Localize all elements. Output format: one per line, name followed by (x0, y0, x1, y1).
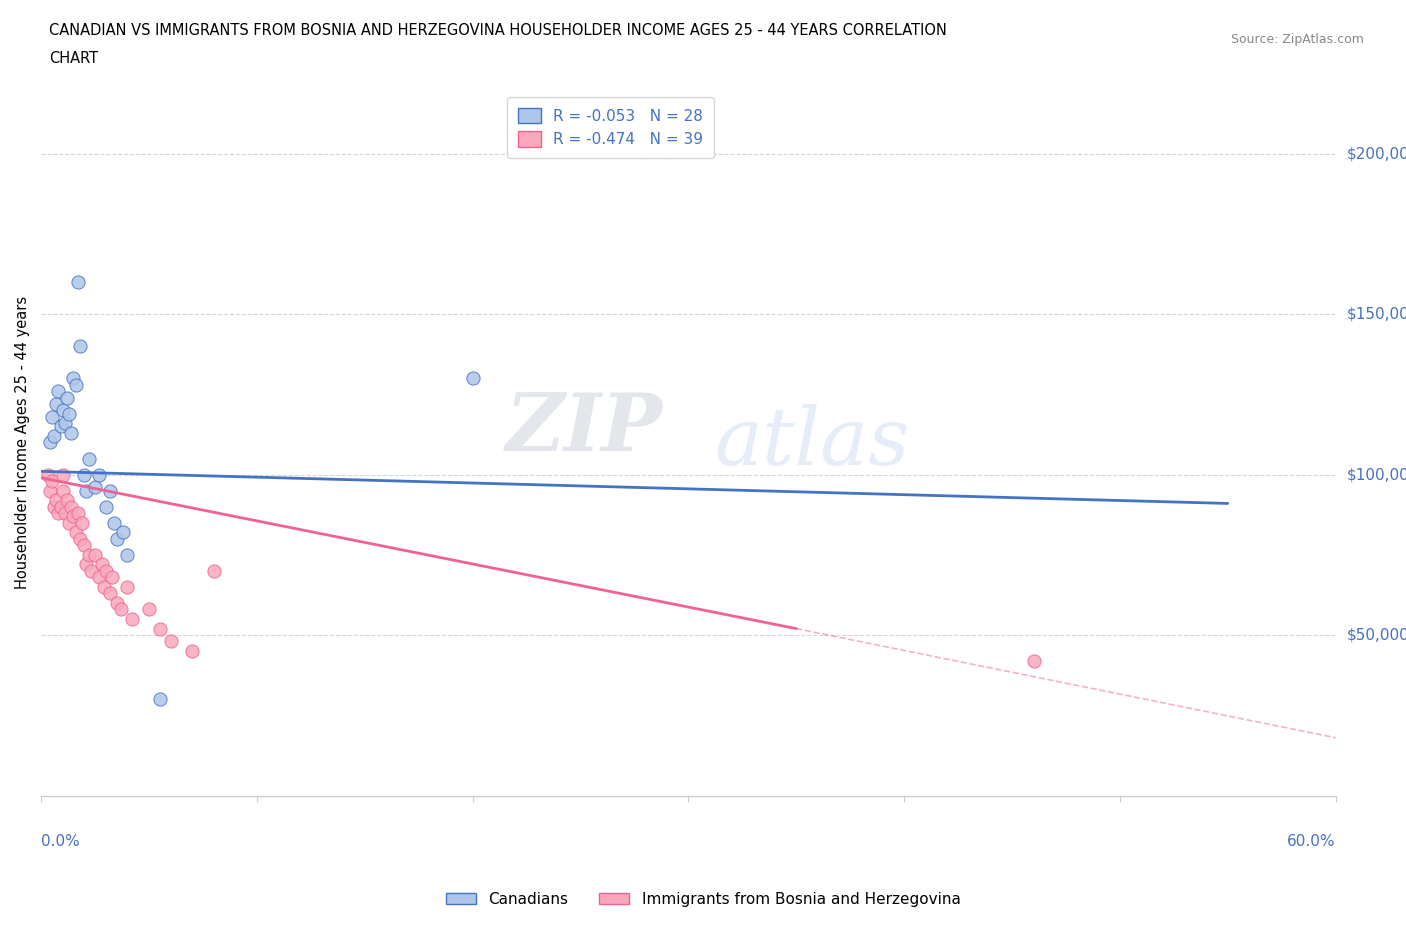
Point (159, 634, 181, 649)
Point (73, 538, 96, 552)
Point (62, 371, 84, 386)
Point (48, 384, 70, 399)
Legend: R = -0.053   N = 28, R = -0.474   N = 39: R = -0.053 N = 28, R = -0.474 N = 39 (508, 97, 714, 158)
Legend: Canadians, Immigrants from Bosnia and Herzegovina: Canadians, Immigrants from Bosnia and He… (440, 886, 966, 913)
Point (42, 429, 65, 444)
Point (58, 406, 80, 421)
Point (110, 602, 132, 617)
Y-axis label: Householder Income Ages 25 - 44 years: Householder Income Ages 25 - 44 years (15, 296, 30, 589)
Text: CHART: CHART (49, 51, 98, 66)
Point (117, 579, 139, 594)
Point (49, 499, 72, 514)
Point (94, 499, 117, 514)
Point (41, 409, 63, 424)
Point (53, 506, 76, 521)
Point (138, 602, 160, 617)
Point (62, 509, 84, 524)
Text: ZIP: ZIP (506, 390, 662, 467)
Point (1022, 653, 1045, 668)
Point (69, 531, 91, 546)
Text: 60.0%: 60.0% (1286, 834, 1336, 849)
Point (49, 419, 72, 434)
Point (121, 612, 143, 627)
Point (60, 425, 83, 440)
Point (89, 467, 111, 482)
Text: Source: ZipAtlas.com: Source: ZipAtlas.com (1230, 33, 1364, 46)
Point (181, 644, 204, 658)
Point (73, 467, 96, 482)
Point (149, 692, 172, 707)
Point (77, 451, 100, 466)
Point (149, 621, 172, 636)
Point (101, 570, 124, 585)
Point (65, 525, 87, 539)
Point (66, 274, 89, 289)
Point (93, 579, 115, 594)
Point (69, 339, 91, 353)
Text: 0.0%: 0.0% (41, 834, 80, 849)
Point (37, 467, 59, 482)
Point (45, 396, 67, 411)
Point (52, 467, 75, 482)
Point (53, 416, 76, 431)
Point (75, 484, 97, 498)
Point (70, 515, 93, 530)
Point (117, 548, 139, 563)
Point (65, 378, 87, 392)
Point (84, 480, 107, 495)
Point (112, 525, 135, 539)
Point (45, 493, 67, 508)
Text: $50,000: $50,000 (1347, 628, 1406, 643)
Point (52, 484, 75, 498)
Point (66, 506, 89, 521)
Point (41, 473, 63, 488)
Point (105, 595, 128, 610)
Point (38, 484, 60, 498)
Text: $150,000: $150,000 (1347, 307, 1406, 322)
Point (48, 506, 70, 521)
Text: CANADIAN VS IMMIGRANTS FROM BOSNIA AND HERZEGOVINA HOUSEHOLDER INCOME AGES 25 - : CANADIAN VS IMMIGRANTS FROM BOSNIA AND H… (49, 23, 948, 38)
Point (56, 493, 79, 508)
Point (80, 564, 103, 578)
Point (98, 586, 121, 601)
Point (94, 564, 117, 578)
Text: $100,000: $100,000 (1347, 467, 1406, 482)
Point (56, 390, 79, 405)
Point (202, 564, 225, 578)
Text: $200,000: $200,000 (1347, 146, 1406, 161)
Text: atlas: atlas (714, 404, 910, 481)
Point (90, 557, 112, 572)
Point (461, 371, 484, 386)
Point (52, 403, 75, 418)
Point (60, 499, 83, 514)
Point (89, 570, 111, 585)
Point (84, 548, 107, 563)
Point (77, 548, 100, 563)
Point (38, 435, 60, 450)
Point (98, 484, 121, 498)
Point (58, 515, 80, 530)
Point (42, 499, 65, 514)
Point (75, 557, 97, 572)
Point (105, 531, 128, 546)
Point (103, 515, 125, 530)
